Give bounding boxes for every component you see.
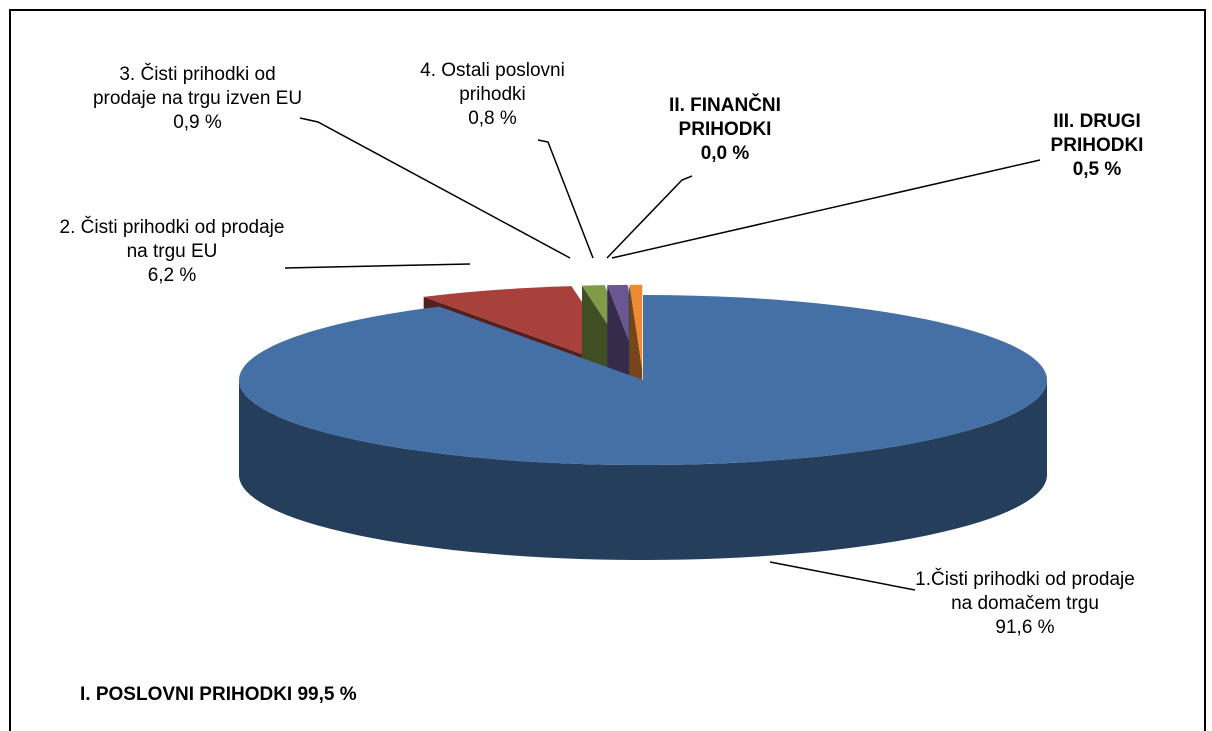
slice-label: 2. Čisti prihodki od prodaje na trgu EU 6… [52, 216, 292, 288]
category-label: 2. Čisti prihodki od prodaje na trgu EU [59, 217, 285, 262]
leader-line [537, 139, 594, 259]
category-label: 3. Čisti prihodki od prodaje na trgu izv… [92, 64, 303, 109]
value-label: 6,2 % [147, 265, 197, 286]
value-label: 0,0 % [700, 143, 750, 164]
slice [423, 286, 628, 371]
slice-label: II. FINANČNI PRIHODKI 0,0 % [650, 94, 800, 166]
annotation: I. POSLOVNI PRIHODKI 99,5 % [80, 684, 357, 705]
slice-label: 3. Čisti prihodki od prodaje na trgu izv… [90, 63, 305, 135]
value-label: 0,8 % [468, 108, 517, 129]
pie [238, 284, 1047, 560]
value-label: 0,5 % [1072, 159, 1122, 180]
category-label: II. FINANČNI PRIHODKI [669, 95, 781, 140]
value-label: 0,9 % [173, 112, 222, 133]
leader-line [769, 561, 916, 591]
category-label: 1.Čisti prihodki od prodaje na domačem t… [915, 569, 1135, 614]
category-label: 4. Ostali poslovni prihodki [420, 60, 565, 105]
slice-side [239, 380, 1047, 560]
slice-label: 1.Čisti prihodki od prodaje na domačem t… [905, 568, 1145, 640]
leader-line [606, 175, 693, 259]
value-label: 91,6 % [995, 617, 1055, 638]
leader-line [284, 263, 471, 269]
slice [238, 295, 1047, 465]
leader-line [299, 117, 571, 259]
slice-label: 4. Ostali poslovni prihodki 0,8 % [400, 59, 585, 131]
leader-lines [284, 117, 1041, 591]
category-label: III. DRUGI PRIHODKI [1050, 111, 1144, 156]
slice [629, 284, 643, 370]
frame [9, 9, 1206, 731]
slice-label: III. DRUGI PRIHODKI 0,5 % [1027, 110, 1167, 182]
leader-line [611, 159, 1041, 259]
